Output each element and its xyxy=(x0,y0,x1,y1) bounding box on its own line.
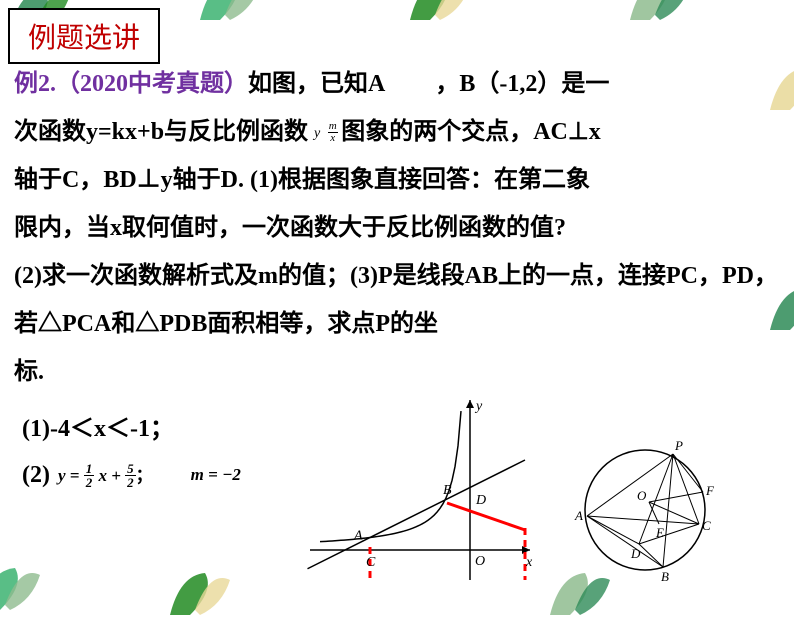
frac-bot: x xyxy=(328,133,338,144)
eq-semi: ； xyxy=(136,466,153,485)
f2t: 5 xyxy=(125,462,136,476)
problem-text: 例2.（2020中考真题）如图，已知A ，B（-1,2）是一 次函数y=kx+b与… xyxy=(14,60,780,396)
line5: (2)求一次函数解析式及m的值；(3)P是线段AB上的一点，连接PC，PD，若△… xyxy=(14,263,778,337)
svg-text:F: F xyxy=(705,483,715,498)
line1b: ，B（-1,2）是一 xyxy=(435,71,609,97)
svg-text:C: C xyxy=(366,555,376,570)
line6: 标. xyxy=(14,359,44,385)
a2-formula-y: y = 12 x + 52； xyxy=(58,461,153,489)
svg-text:E: E xyxy=(655,525,664,540)
line2b: 图象的两个交点，AC⊥x xyxy=(341,119,601,145)
svg-text:y: y xyxy=(474,399,483,414)
answers-block: (1)-4＜x＜-1； (2) y = 12 x + 52； m = −2 xyxy=(22,408,271,489)
problem-prefix: 例2. xyxy=(14,71,56,97)
f2b: 2 xyxy=(125,476,136,489)
svg-text:A: A xyxy=(353,529,363,544)
section-title: 例题选讲 xyxy=(8,8,160,64)
diagrams-row: y x O A B C D P F O A E C D B xyxy=(300,390,720,590)
a2-formula-m: m = −2 xyxy=(191,465,241,485)
f1t: 1 xyxy=(84,462,95,476)
eq-y: y = xyxy=(58,466,84,485)
line4: 限内，当x取何值时，一次函数大于反比例函数的值? xyxy=(14,215,566,241)
line2a: 次函数y=kx+b与反比例函数 xyxy=(14,119,308,145)
svg-text:A: A xyxy=(574,508,583,523)
svg-text:D: D xyxy=(475,493,486,508)
svg-text:C: C xyxy=(702,518,711,533)
eq-mid: x + xyxy=(98,466,120,485)
circle-diagram: P F O A E C D B xyxy=(570,420,720,590)
answer-1: (1)-4＜x＜-1； xyxy=(22,408,271,443)
svg-text:B: B xyxy=(443,483,452,498)
frac1: 12 xyxy=(84,462,95,489)
a2-label: (2) xyxy=(22,462,50,489)
svg-text:P: P xyxy=(674,438,683,453)
f1b: 2 xyxy=(84,476,95,489)
math-frac: m x xyxy=(328,121,338,144)
svg-text:B: B xyxy=(661,569,669,584)
svg-text:O: O xyxy=(475,554,485,569)
inline-math: y m x xyxy=(314,126,341,141)
problem-source: （2020中考真题） xyxy=(56,71,248,97)
svg-text:x: x xyxy=(525,555,533,570)
math-y: y xyxy=(314,126,320,141)
coordinate-diagram: y x O A B C D xyxy=(300,390,540,590)
line1a: 如图，已知A xyxy=(248,71,385,97)
svg-text:D: D xyxy=(630,546,641,561)
answer-2: (2) y = 12 x + 52； m = −2 xyxy=(22,461,271,489)
frac2: 52 xyxy=(125,462,136,489)
svg-text:O: O xyxy=(637,488,647,503)
line3: 轴于C，BD⊥y轴于D. (1)根据图象直接回答：在第二象 xyxy=(14,167,590,193)
